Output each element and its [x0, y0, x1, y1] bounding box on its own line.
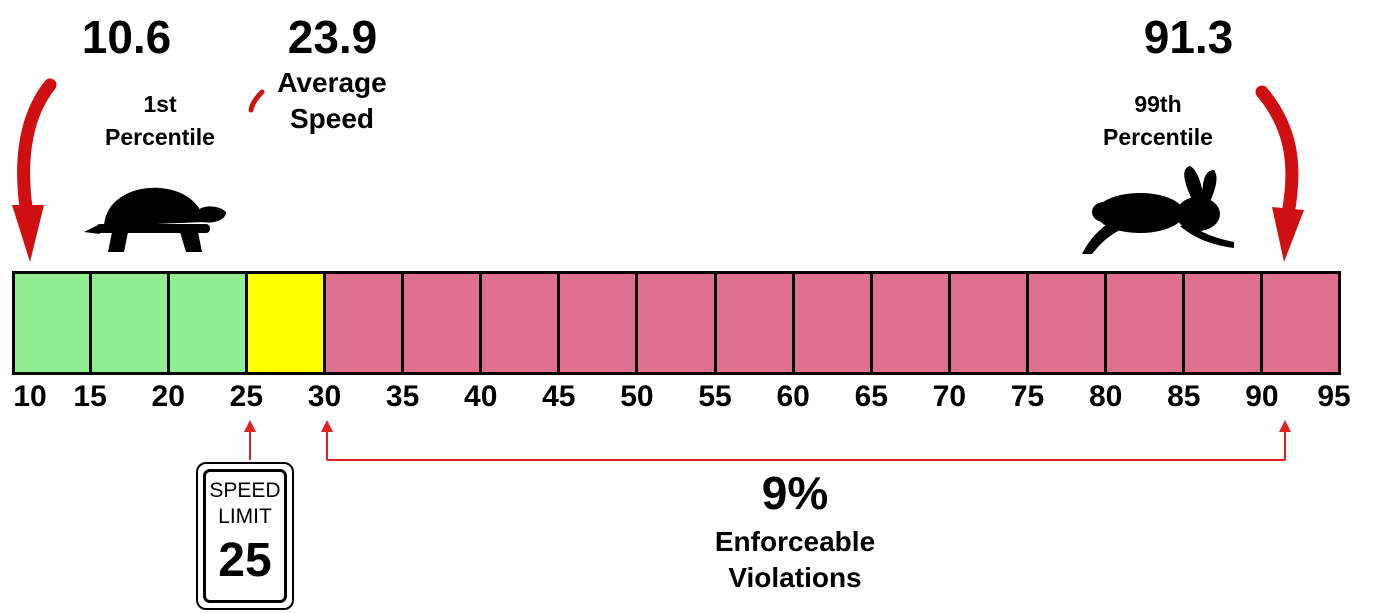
p1-label-line1: 1st — [143, 91, 177, 117]
avg-label-line2: Speed — [289, 103, 375, 135]
scale-segment — [1104, 271, 1186, 375]
scale-segment — [401, 271, 483, 375]
speed-limit-sign-face: SPEED LIMIT 25 — [203, 469, 287, 603]
violations-label: Enforceable Violations — [680, 524, 910, 597]
tick-label: 90 — [1245, 380, 1279, 413]
scale-segment — [947, 271, 1030, 375]
scale-segment — [166, 271, 248, 375]
p1-label-line2: Percentile — [105, 124, 215, 151]
scale-segment — [1026, 271, 1108, 375]
p99-label-line2: Percentile — [1103, 124, 1213, 151]
p1-label: 1st Percentile — [80, 88, 240, 155]
p99-pointer-arrow-icon — [1255, 85, 1304, 262]
tick-label: 55 — [698, 380, 732, 413]
tick-label: 45 — [542, 380, 576, 413]
violations-label-line1: Enforceable — [714, 526, 876, 557]
scale-segment — [479, 271, 561, 375]
tick-label: 10 — [13, 380, 47, 413]
violations-range-bracket — [321, 420, 1291, 461]
avg-label-line1: Average — [277, 67, 387, 98]
tick-label: 95 — [1317, 380, 1351, 413]
avg-value: 23.9 — [287, 11, 378, 63]
tick-label: 65 — [854, 380, 888, 413]
violations-percent: 9% — [761, 467, 829, 519]
speed-limit-sign-title-line2: LIMIT — [218, 505, 272, 529]
tick-label: 30 — [307, 380, 342, 413]
tick-label: 80 — [1088, 380, 1123, 413]
tick-label: 15 — [73, 380, 107, 413]
p1-pointer-arrow-icon — [12, 78, 57, 262]
speed-limit-sign-title-line1: SPEED — [209, 479, 281, 502]
p99-value: 91.3 — [1143, 11, 1234, 63]
avg-label: Average Speed — [252, 65, 412, 138]
scale-segment — [869, 271, 951, 375]
tick-label: 40 — [464, 380, 498, 413]
tick-label: 60 — [776, 380, 810, 413]
scale-segment — [635, 271, 717, 375]
tick-label: 25 — [229, 380, 264, 413]
scale-segment — [322, 271, 405, 375]
scale-segment — [12, 271, 92, 375]
rabbit-icon — [1082, 166, 1234, 254]
tick-label: 35 — [385, 380, 420, 413]
speed-limit-sign: SPEED LIMIT 25 — [196, 462, 294, 610]
p99-label-line1: 99th — [1134, 91, 1182, 117]
tortoise-icon — [84, 187, 226, 252]
tick-label: 70 — [932, 380, 967, 413]
tick-label: 75 — [1010, 380, 1045, 413]
violations-label-line2: Violations — [728, 562, 862, 594]
scale-segment — [713, 271, 795, 375]
p1-value: 10.6 — [81, 11, 172, 63]
scale-segment — [1182, 271, 1264, 375]
p99-label: 99th Percentile — [1078, 88, 1238, 155]
tick-label: 50 — [620, 380, 654, 413]
scale-segment — [791, 271, 873, 375]
tick-label: 85 — [1167, 380, 1201, 413]
scale-segment — [244, 271, 326, 375]
avg-pointer-arrow-icon — [248, 89, 265, 113]
speed-limit-sign-number: 25 — [218, 533, 272, 587]
scale-segment — [88, 271, 170, 375]
speed-limit-sign-title: SPEED LIMIT — [206, 478, 284, 531]
tick-label: 20 — [151, 380, 185, 413]
scale-segment — [1260, 271, 1342, 375]
scale-segment — [557, 271, 639, 375]
